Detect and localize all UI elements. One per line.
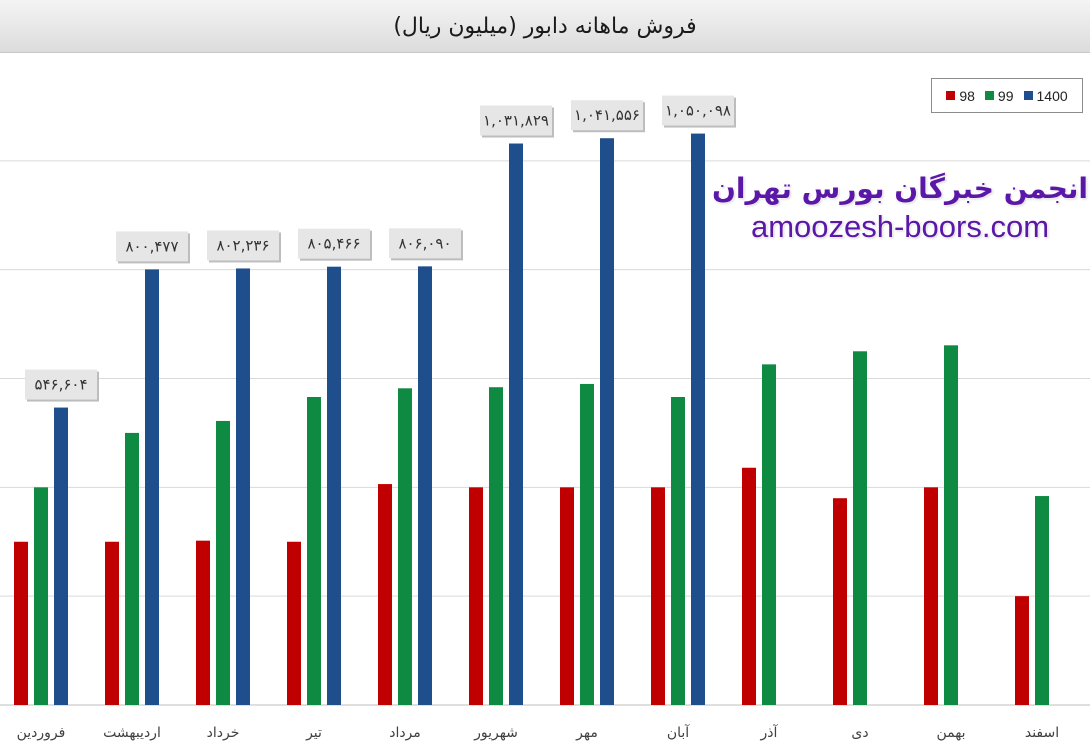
bar-99 (307, 397, 321, 705)
x-tick-label: شهریور (473, 725, 518, 741)
data-label: ۸۰۶,۰۹۰ (398, 234, 451, 252)
bar-99 (944, 345, 958, 705)
bar-1400 (691, 133, 705, 706)
legend-label: 98 (959, 87, 975, 104)
data-label: ۸۰۲,۲۳۶ (216, 236, 269, 254)
data-label-box (207, 230, 279, 261)
title-bar: فروش ماهانه دابور (میلیون ریال) (0, 0, 1090, 53)
bar-98 (105, 541, 119, 705)
watermark-title: انجمن خبرگان بورس تهران (712, 172, 1088, 205)
data-label: ۱,۰۳۱,۸۲۹ (483, 112, 549, 130)
bar-1400 (509, 143, 523, 705)
bar-1400 (236, 268, 250, 705)
bar-98 (924, 487, 938, 705)
x-tick-label: مهر (575, 725, 598, 741)
data-label-box (116, 231, 188, 262)
bar-99 (216, 420, 230, 705)
legend-item-98: 98 (946, 88, 975, 104)
data-label: ۸۰۵,۴۶۶ (307, 235, 360, 253)
watermark-url: amoozesh-boors.com (750, 209, 1050, 244)
x-tick-label: اردیبهشت (103, 725, 161, 741)
bar-99 (34, 487, 48, 705)
data-label: ۱,۰۴۱,۵۵۶ (574, 106, 640, 124)
data-label-box (662, 95, 734, 126)
data-label-box (389, 228, 461, 259)
legend-label: 99 (997, 87, 1014, 104)
legend-swatch (946, 91, 956, 100)
data-label: ۸۰۰,۴۷۷ (125, 237, 178, 255)
bar-99 (489, 387, 503, 705)
data-label-box (298, 228, 370, 259)
bar-99 (671, 397, 685, 705)
data-label: ۵۴۶,۶۰۴ (34, 376, 87, 394)
bar-98 (560, 487, 574, 705)
bar-99 (125, 432, 139, 705)
legend-item-99: 99 (984, 87, 1014, 104)
bar-98 (378, 484, 392, 705)
x-tick-label: تیر (305, 725, 322, 741)
legend: 98 99 1400 (931, 78, 1083, 113)
watermark: انجمن خبرگان بورس تهران amoozesh-boors.c… (700, 172, 1090, 245)
legend-swatch (1023, 91, 1033, 100)
legend-label: 1400 (1036, 87, 1068, 104)
bar-98 (651, 487, 665, 705)
x-tick-label: دی (851, 725, 868, 741)
bar-99 (1035, 496, 1049, 705)
x-tick-label: آذر (760, 724, 779, 741)
bar-99 (762, 364, 776, 705)
x-tick-label: بهمن (936, 725, 965, 741)
x-tick-label: خرداد (207, 725, 240, 741)
bar-98 (1015, 596, 1029, 705)
x-tick-label: فروردین (17, 725, 66, 741)
bar-99 (580, 383, 594, 705)
bar-98 (196, 540, 210, 705)
bar-98 (469, 487, 483, 705)
legend-item-1400: 1400 (1023, 87, 1068, 104)
x-tick-label: آبان (667, 724, 690, 741)
bar-1400 (54, 407, 68, 705)
bar-98 (287, 541, 301, 705)
bar-1400 (600, 138, 614, 705)
x-tick-label: مرداد (389, 725, 421, 741)
data-label-box (480, 105, 552, 136)
bar-99 (853, 351, 867, 705)
chart-title: فروش ماهانه دابور (میلیون ریال) (393, 13, 697, 39)
bar-98 (742, 467, 756, 705)
bar-98 (14, 541, 28, 705)
data-label-box (571, 100, 643, 131)
bar-1400 (418, 266, 432, 705)
x-tick-label: اسفند (1025, 725, 1059, 741)
bar-98 (833, 498, 847, 705)
bar-1400 (327, 266, 341, 705)
data-label: ۱,۰۵۰,۰۹۸ (665, 102, 731, 120)
data-label-box (25, 369, 97, 400)
bar-99 (398, 388, 412, 705)
bar-1400 (145, 269, 159, 705)
legend-swatch (984, 91, 994, 100)
